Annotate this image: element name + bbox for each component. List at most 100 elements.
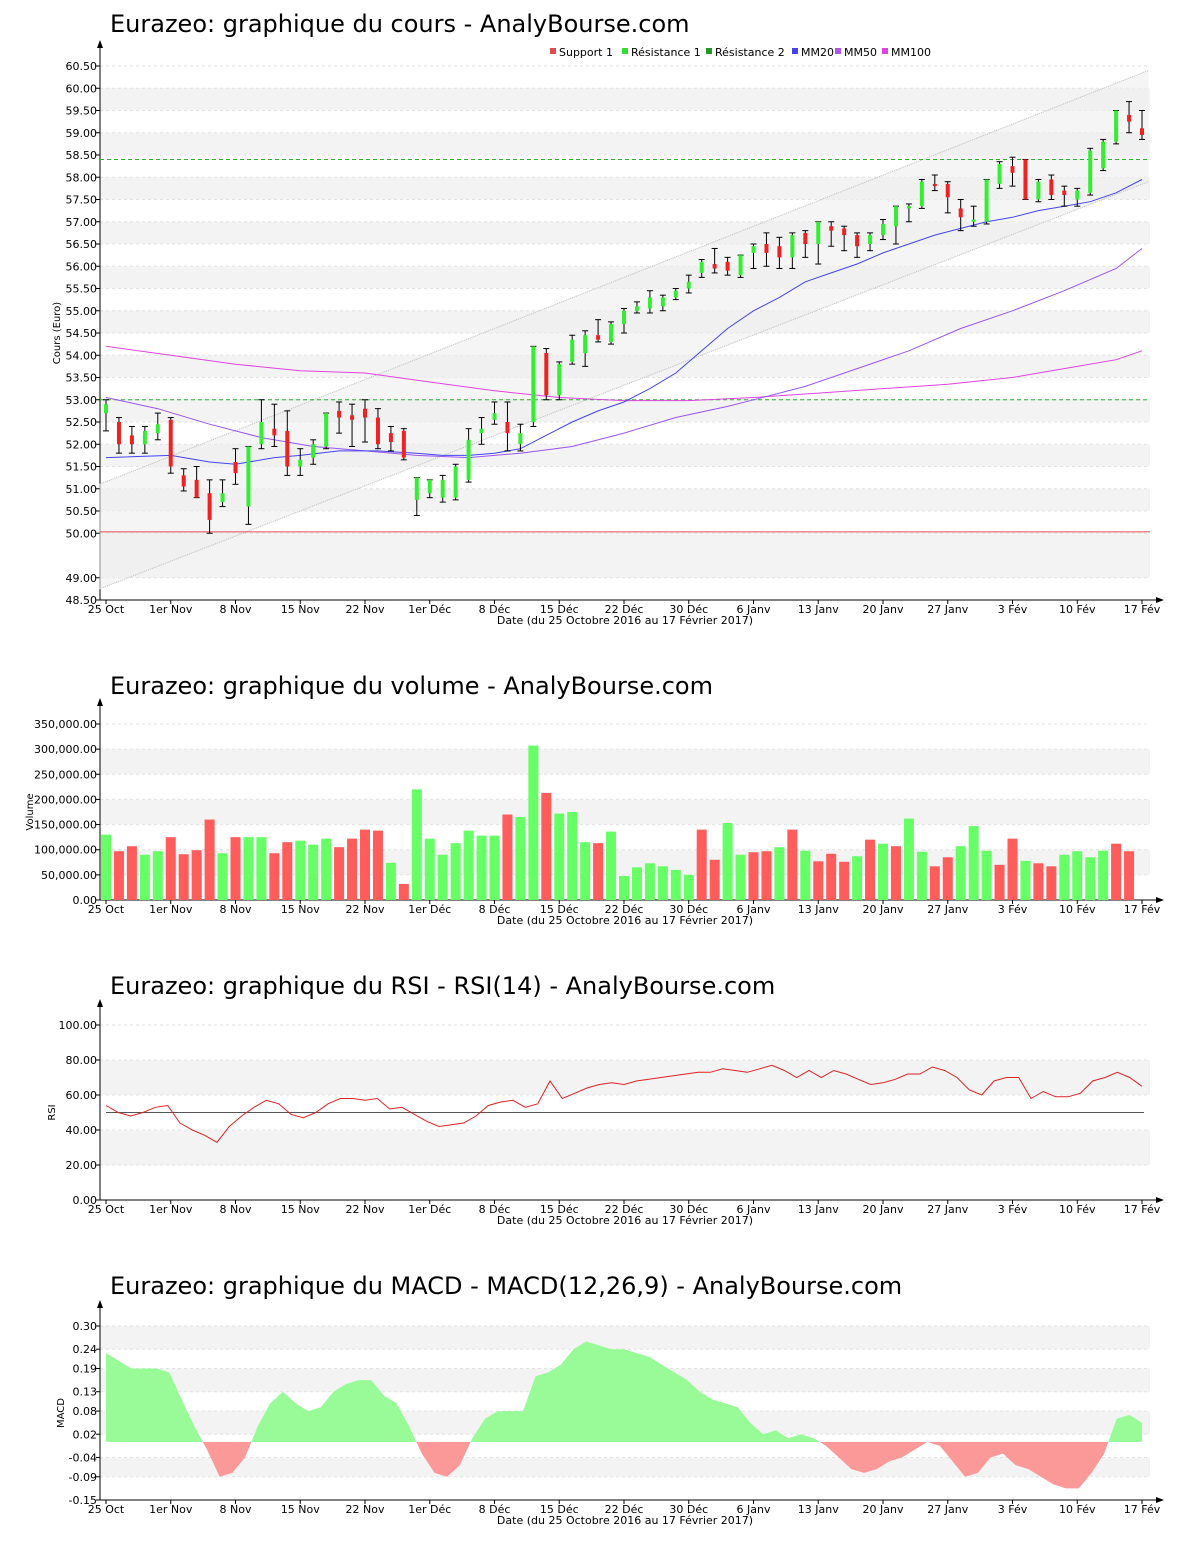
candle-body <box>583 335 588 354</box>
volume-bar <box>890 846 901 900</box>
y-tick-label: -0.09 <box>69 1471 97 1484</box>
y-tick-label: 250,000.00 <box>34 768 97 781</box>
x-tick-label: 27 Janv <box>927 603 968 616</box>
y-tick-label: 50.50 <box>66 505 98 518</box>
candle-body <box>311 444 316 458</box>
y-tick-label: 53.00 <box>66 394 98 407</box>
volume-bar <box>722 823 733 900</box>
x-axis-arrow <box>1156 1197 1164 1203</box>
volume-bar <box>593 843 604 900</box>
x-axis-arrow <box>1156 897 1164 903</box>
volume-bar <box>269 853 280 900</box>
x-tick-label: 22 Déc <box>605 1203 644 1216</box>
price-chart: 48.50 49.00 50.00 50.50 51.00 51.50 52.00 52.50… <box>52 40 1164 627</box>
volume-bar <box>683 874 694 900</box>
candle-body <box>492 413 497 420</box>
volume-bar <box>411 789 422 900</box>
volume-bar <box>463 830 474 900</box>
candle-body <box>634 306 639 311</box>
volume-bar <box>1007 838 1018 900</box>
y-tick-label: 51.50 <box>66 461 98 474</box>
volume-bar <box>878 843 888 900</box>
volume-bar <box>567 812 578 900</box>
y-tick-label: 49.00 <box>66 572 98 585</box>
x-tick-label: 25 Oct <box>88 903 125 916</box>
y-tick-label: 48.50 <box>66 594 98 607</box>
candle-body <box>738 255 743 276</box>
candle-body <box>881 223 885 236</box>
background-band <box>100 533 1150 578</box>
volume-bar <box>644 863 655 900</box>
candle-body <box>971 219 976 222</box>
y-axis-title: RSI <box>47 1104 58 1120</box>
candle-body <box>155 424 160 434</box>
y-tick-label: 0.30 <box>73 1320 98 1333</box>
y-tick-label: 0.24 <box>73 1343 98 1356</box>
candle-body <box>466 439 471 480</box>
candle-body <box>777 246 782 258</box>
x-tick-label: 10 Fév <box>1059 1203 1096 1216</box>
volume-bar <box>308 844 319 900</box>
x-tick-label: 25 Oct <box>88 1503 125 1516</box>
candle-body <box>958 208 963 218</box>
y-tick-label: 58.50 <box>66 149 98 162</box>
volume-bar <box>761 851 772 900</box>
volume-bar <box>360 829 370 900</box>
legend-label: MM50 <box>844 46 877 59</box>
volume-bar <box>968 826 979 900</box>
volume-bar <box>631 867 642 900</box>
x-tick-label: 8 Déc <box>479 1503 511 1516</box>
volume-bar <box>1033 863 1044 900</box>
candle-body <box>194 479 199 498</box>
x-tick-label: 27 Janv <box>927 903 968 916</box>
volume-bar <box>191 850 202 900</box>
volume-bar <box>489 835 500 900</box>
volume-chart-title: Eurazeo: graphique du volume - AnalyBour… <box>110 672 713 700</box>
candle-body <box>388 433 393 443</box>
x-axis-title: Date (du 25 Octobre 2016 au 17 Février 2… <box>497 614 753 627</box>
x-tick-label: 6 Janv <box>737 1203 771 1216</box>
y-tick-label: 57.00 <box>66 216 98 229</box>
y-tick-label: 56.00 <box>66 260 98 273</box>
candle-body <box>868 235 873 244</box>
candle-body <box>363 408 367 418</box>
volume-bar <box>774 847 785 900</box>
volume-bar <box>152 851 163 900</box>
x-tick-label: 27 Janv <box>927 1203 968 1216</box>
volume-bar <box>450 843 461 900</box>
y-tick-label: 52.50 <box>66 416 98 429</box>
x-tick-label: 6 Janv <box>737 903 771 916</box>
volume-bar <box>385 862 396 900</box>
candle-body <box>660 297 665 307</box>
background-band <box>100 132 1150 155</box>
volume-bar <box>955 846 966 900</box>
x-tick-label: 3 Fév <box>998 1203 1028 1216</box>
candle-body <box>1101 141 1106 169</box>
y-axis-title: MACD <box>56 1398 67 1428</box>
volume-bar <box>295 840 306 900</box>
volume-bar <box>1098 850 1109 900</box>
y-tick-label: 54.50 <box>66 327 98 340</box>
candle-body <box>350 415 355 420</box>
candle-body <box>1088 150 1093 193</box>
y-tick-label: 200,000.00 <box>34 793 97 806</box>
y-tick-label: 20.00 <box>66 1159 98 1172</box>
rsi-line <box>105 1064 1143 1143</box>
volume-bar <box>1124 851 1135 900</box>
legend-swatch <box>622 48 628 54</box>
background-band <box>100 1326 1150 1350</box>
x-tick-label: 20 Janv <box>863 1203 904 1216</box>
candle-body <box>129 435 134 445</box>
macd-chart-title: Eurazeo: graphique du MACD - MACD(12,26,… <box>110 1272 903 1300</box>
background-band <box>100 799 1150 825</box>
candle-body <box>1062 190 1067 196</box>
x-tick-label: 30 Déc <box>669 603 708 616</box>
candle-body <box>932 183 937 187</box>
x-tick-label: 8 Nov <box>220 1203 252 1216</box>
background-band <box>100 1130 1150 1165</box>
candle-body <box>168 419 173 467</box>
volume-bar <box>826 853 837 900</box>
volume-bar <box>981 850 992 900</box>
x-axis-arrow <box>1156 1497 1164 1503</box>
candle-body <box>893 206 898 227</box>
